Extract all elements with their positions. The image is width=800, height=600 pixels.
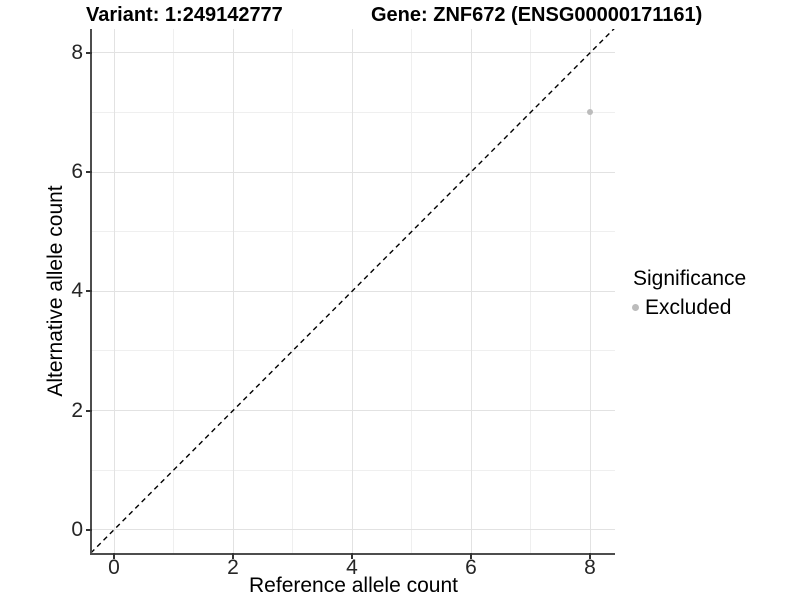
y-tick-label-8: 8 <box>71 40 83 64</box>
gridline-y-major-6 <box>92 171 615 173</box>
x-tick-mark-4 <box>351 553 353 559</box>
gridline-y-major-2 <box>92 410 615 412</box>
legend-title: Significance <box>633 267 747 290</box>
x-tick-label-0: 0 <box>108 556 120 579</box>
x-tick-mark-6 <box>470 553 472 559</box>
y-tick-label-4: 4 <box>71 279 83 303</box>
gridline-y-major-8 <box>92 52 615 54</box>
identity-line <box>92 29 615 553</box>
y-tick-label-2: 2 <box>71 398 83 422</box>
x-tick-label-2: 2 <box>227 556 239 579</box>
plot-panel <box>92 29 615 553</box>
x-tick-label-4: 4 <box>346 556 358 579</box>
legend: Significance Excluded <box>629 266 746 320</box>
x-tick-label-6: 6 <box>465 556 477 579</box>
gridline-y-minor-7 <box>92 111 615 113</box>
legend-item-excluded: Excluded <box>629 295 746 320</box>
gridline-y-minor-3 <box>92 350 615 352</box>
y-tick-label-0: 0 <box>71 517 83 541</box>
gridline-y-minor-5 <box>92 231 615 233</box>
y-tick-mark-6 <box>86 171 92 174</box>
y-tick-mark-4 <box>86 290 92 293</box>
x-tick-mark-0 <box>113 553 115 559</box>
plot-title-variant: Variant: 1:249142777 <box>86 4 283 26</box>
legend-marker-icon <box>632 304 639 311</box>
data-point <box>587 109 593 116</box>
x-tick-mark-8 <box>589 553 591 559</box>
gridline-y-minor-1 <box>92 469 615 471</box>
identity-line-layer <box>92 29 615 553</box>
gridline-y-major-4 <box>92 290 615 292</box>
y-tick-label-6: 6 <box>71 160 83 184</box>
y-tick-mark-8 <box>86 51 92 54</box>
x-tick-label-8: 8 <box>584 556 596 579</box>
y-tick-mark-0 <box>86 528 92 531</box>
gridline-y-major-0 <box>92 529 615 531</box>
plot-title-gene: Gene: ZNF672 (ENSG00000171161) <box>371 4 703 26</box>
x-axis-title: Reference allele count <box>249 574 458 597</box>
legend-item-label: Excluded <box>645 296 732 319</box>
y-tick-mark-2 <box>86 409 92 412</box>
x-tick-mark-2 <box>232 553 234 559</box>
